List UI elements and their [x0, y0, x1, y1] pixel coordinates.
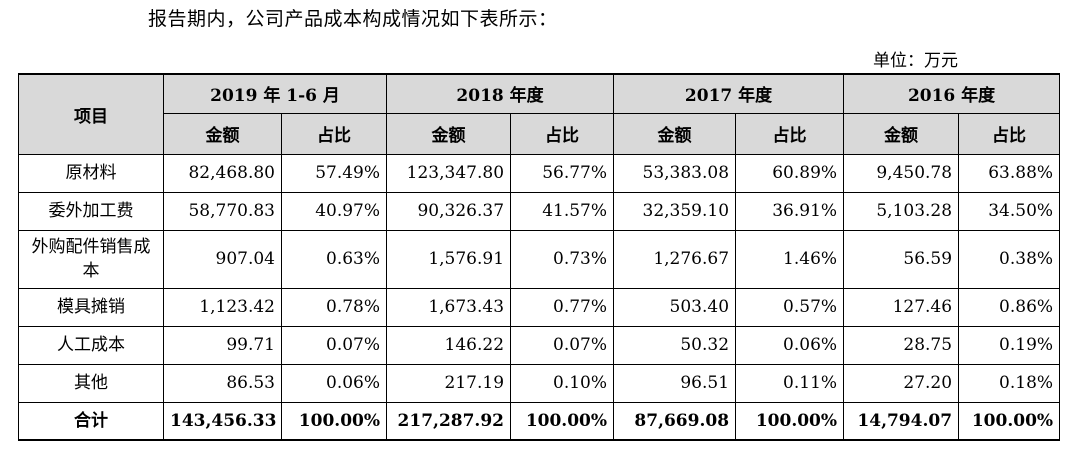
- amount-cell: 32,359.10: [613, 191, 737, 231]
- row-label: 人工成本: [18, 325, 164, 365]
- ratio-cell: 34.50%: [958, 191, 1061, 231]
- ratio-cell: 0.73%: [510, 229, 615, 289]
- amount-cell: 217.19: [386, 363, 512, 403]
- amount-header: 金额: [163, 112, 282, 155]
- amount-cell: 1,576.91: [386, 229, 512, 289]
- amount-cell: 1,673.43: [386, 287, 512, 327]
- ratio-cell: 0.18%: [958, 363, 1061, 403]
- amount-cell: 53,383.08: [613, 153, 737, 193]
- ratio-cell: 0.77%: [510, 287, 615, 327]
- ratio-cell: 40.97%: [280, 191, 388, 231]
- row-label: 其他: [18, 363, 164, 403]
- amount-cell: 503.40: [613, 287, 737, 327]
- ratio-cell: 0.78%: [280, 287, 388, 327]
- amount-cell: 146.22: [386, 325, 512, 365]
- ratio-cell: 0.86%: [958, 287, 1061, 327]
- ratio-header: 占比: [510, 112, 615, 155]
- amount-header: 金额: [843, 112, 960, 155]
- period-header: 2018 年度: [386, 73, 615, 114]
- total-ratio-cell: 100.00%: [958, 401, 1061, 441]
- total-amount-cell: 87,669.08: [613, 401, 737, 441]
- amount-cell: 86.53: [163, 363, 282, 403]
- ratio-cell: 0.57%: [735, 287, 845, 327]
- ratio-header: 占比: [280, 112, 388, 155]
- item-header: 项目: [18, 73, 164, 155]
- ratio-cell: 0.19%: [958, 325, 1061, 365]
- amount-cell: 9,450.78: [843, 153, 960, 193]
- amount-cell: 27.20: [843, 363, 960, 403]
- ratio-cell: 1.46%: [735, 229, 845, 289]
- amount-cell: 1,276.67: [613, 229, 737, 289]
- row-label: 委外加工费: [18, 191, 164, 231]
- period-header: 2016 年度: [843, 73, 1061, 114]
- total-ratio-cell: 100.00%: [735, 401, 845, 441]
- amount-cell: 50.32: [613, 325, 737, 365]
- ratio-cell: 0.11%: [735, 363, 845, 403]
- ratio-cell: 63.88%: [958, 153, 1061, 193]
- row-label: 外购配件销售成本: [18, 229, 164, 289]
- amount-cell: 96.51: [613, 363, 737, 403]
- total-amount-cell: 143,456.33: [163, 401, 282, 441]
- total-amount-cell: 217,287.92: [386, 401, 512, 441]
- total-ratio-cell: 100.00%: [510, 401, 615, 441]
- table-row: 其他 86.53 0.06% 217.19 0.10% 96.51 0.11% …: [18, 363, 1061, 403]
- amount-cell: 90,326.37: [386, 191, 512, 231]
- period-header: 2017 年度: [613, 73, 845, 114]
- amount-cell: 58,770.83: [163, 191, 282, 231]
- total-label: 合计: [18, 401, 164, 441]
- intro-text: 报告期内，公司产品成本构成情况如下表所示：: [148, 8, 558, 30]
- row-label: 原材料: [18, 153, 164, 193]
- ratio-header: 占比: [735, 112, 845, 155]
- ratio-cell: 0.38%: [958, 229, 1061, 289]
- table-row: 原材料 82,468.80 57.49% 123,347.80 56.77% 5…: [18, 153, 1061, 193]
- amount-header: 金额: [386, 112, 512, 155]
- ratio-cell: 41.57%: [510, 191, 615, 231]
- ratio-cell: 36.91%: [735, 191, 845, 231]
- table-row: 模具摊销 1,123.42 0.78% 1,673.43 0.77% 503.4…: [18, 287, 1061, 327]
- amount-cell: 1,123.42: [163, 287, 282, 327]
- amount-cell: 82,468.80: [163, 153, 282, 193]
- amount-cell: 5,103.28: [843, 191, 960, 231]
- amount-cell: 123,347.80: [386, 153, 512, 193]
- row-label: 模具摊销: [18, 287, 164, 327]
- header-row-periods: 项目 2019 年 1-6 月 2018 年度 2017 年度 2016 年度: [18, 73, 1061, 155]
- table-row: 委外加工费 58,770.83 40.97% 90,326.37 41.57% …: [18, 191, 1061, 231]
- ratio-cell: 60.89%: [735, 153, 845, 193]
- amount-cell: 28.75: [843, 325, 960, 365]
- amount-cell: 127.46: [843, 287, 960, 327]
- table-row: 人工成本 99.71 0.07% 146.22 0.07% 50.32 0.06…: [18, 325, 1061, 365]
- header-row-metrics: 金额 占比 金额 占比 金额 占比 金额 占比: [19, 112, 1061, 155]
- ratio-cell: 0.06%: [735, 325, 845, 365]
- total-row: 合计 143,456.33 100.00% 217,287.92 100.00%…: [18, 401, 1061, 441]
- ratio-cell: 57.49%: [280, 153, 388, 193]
- amount-cell: 99.71: [163, 325, 282, 365]
- cost-table: 项目 2019 年 1-6 月 2018 年度 2017 年度 2016 年度 …: [18, 73, 1061, 441]
- amount-cell: 907.04: [163, 229, 282, 289]
- ratio-cell: 0.07%: [280, 325, 388, 365]
- total-ratio-cell: 100.00%: [280, 401, 388, 441]
- total-amount-cell: 14,794.07: [843, 401, 960, 441]
- ratio-cell: 56.77%: [510, 153, 615, 193]
- unit-label: 单位：万元: [873, 51, 958, 71]
- amount-cell: 56.59: [843, 229, 960, 289]
- ratio-cell: 0.06%: [280, 363, 388, 403]
- amount-header: 金额: [613, 112, 737, 155]
- period-header: 2019 年 1-6 月: [162, 73, 388, 114]
- ratio-cell: 0.63%: [280, 229, 388, 289]
- ratio-cell: 0.10%: [510, 363, 615, 403]
- ratio-cell: 0.07%: [510, 325, 615, 365]
- ratio-header: 占比: [958, 112, 1061, 155]
- table-row: 外购配件销售成本 907.04 0.63% 1,576.91 0.73% 1,2…: [18, 229, 1061, 289]
